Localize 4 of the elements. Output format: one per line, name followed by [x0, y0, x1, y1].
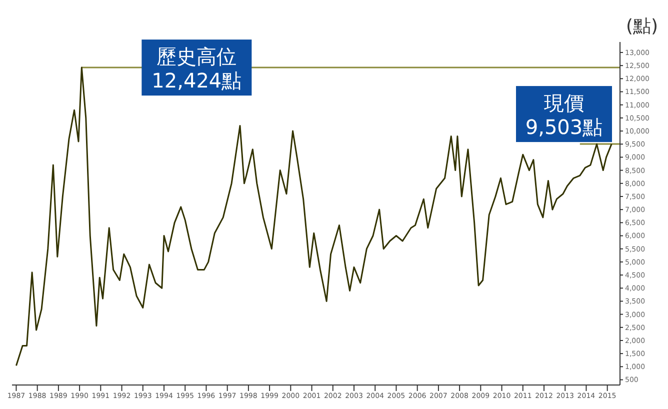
ref-line-label: 歷史高位 12,424點 — [152, 44, 242, 93]
line-series — [15, 66, 612, 366]
ref-line-label: 現價 9,503點 — [525, 91, 603, 140]
y-axis-title: (點) — [626, 16, 658, 37]
